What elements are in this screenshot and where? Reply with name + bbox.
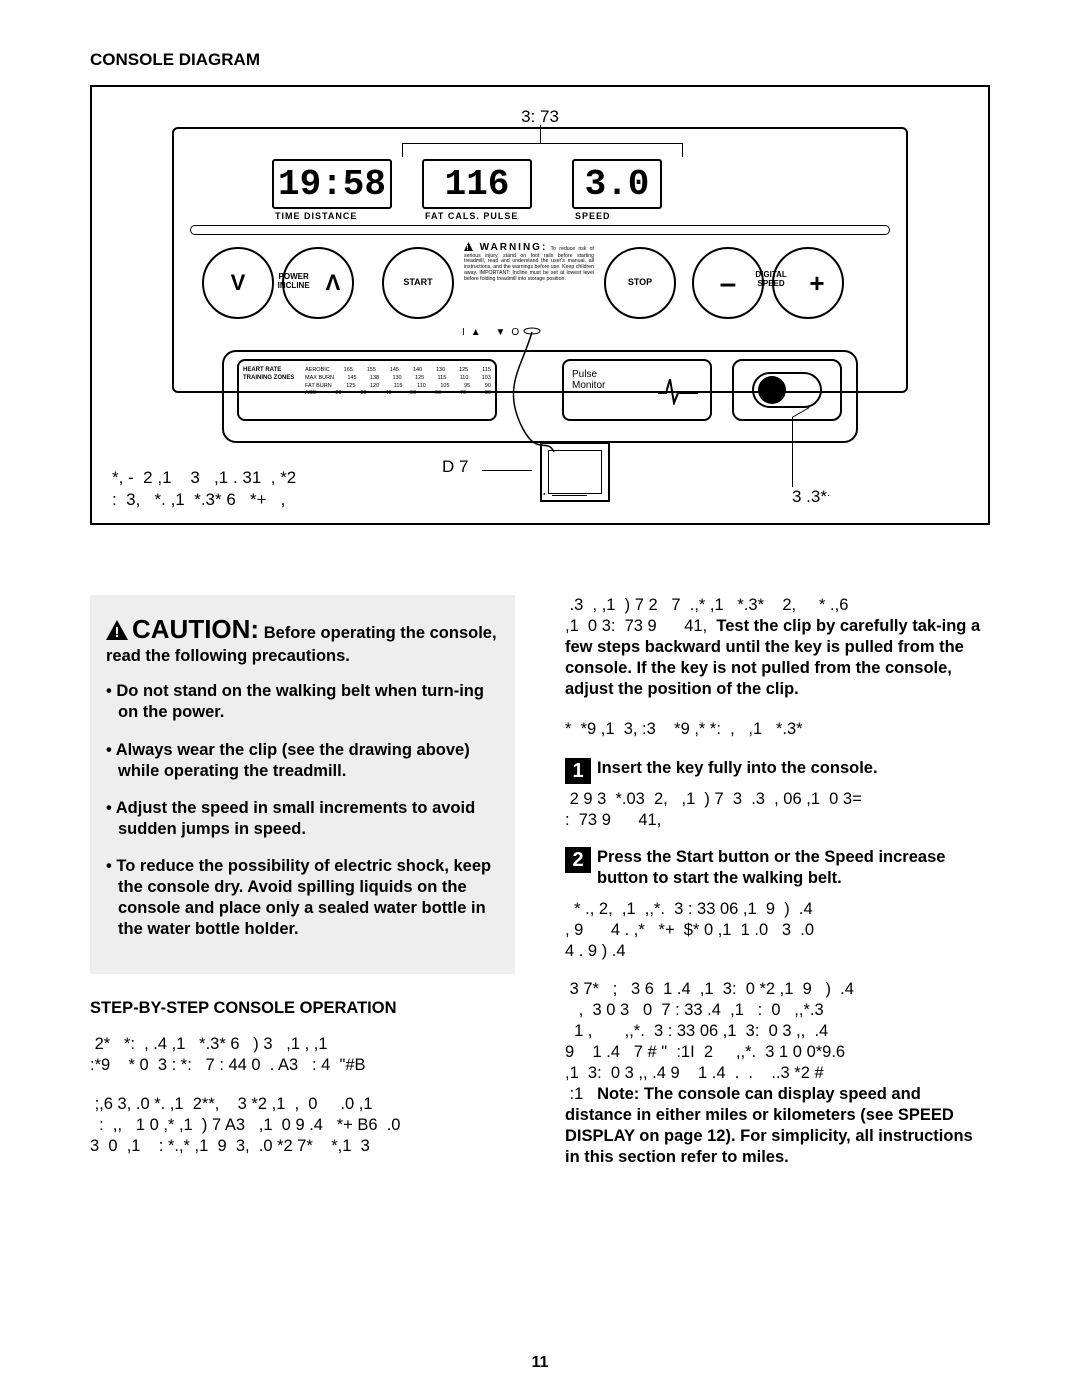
caution-bullet: Always wear the clip (see the drawing ab… [106, 740, 499, 782]
caution-word: CAUTION: [132, 614, 259, 644]
console-diagram: 3: 73 19:58 116 3.0 TIME DISTANCE FAT CA… [90, 85, 990, 525]
callout-left: *, - 2 ,1 3 ,1 . 31 , *2 : 3, *. ,1 *.3*… [112, 467, 432, 511]
caution-bullet: To reduce the possibility of electric sh… [106, 856, 499, 940]
lcd1-label: TIME DISTANCE [275, 211, 357, 221]
warning-triangle-icon: ! [106, 620, 128, 646]
step-1: 1 Insert the key fully into the console.… [565, 758, 990, 831]
warning-text: ! WARNING: To reduce risk of serious inj… [464, 242, 594, 320]
clip-inner [548, 450, 602, 494]
caution-bullets: Do not stand on the walking belt when tu… [106, 681, 499, 940]
power-switch[interactable] [732, 359, 842, 421]
caution-box: !CAUTION: Before operating the console, … [90, 595, 515, 974]
svg-text:!: ! [115, 624, 120, 640]
caution-bullet: Adjust the speed in small increments to … [106, 798, 499, 840]
left-para-2: ;,6 3, .0 *. ,1 2**, 3 *2 ,1 , 0 .0 ,1 :… [90, 1094, 515, 1157]
pulse-wave-icon [658, 375, 698, 405]
lcd-speed: 3.0 [572, 159, 662, 209]
right-para-2: * *9 ,1 3, :3 *9 ,* *: , ,1 *.3* [565, 719, 990, 740]
stop-button[interactable]: STOP [604, 247, 676, 319]
right-para-1: .3 , ,1 ) 7 2 7 .,* ,1 *.3* 2, * .,6 ,1 … [565, 595, 990, 701]
displays-callout: 3: 73 [521, 107, 559, 127]
step-by-step-heading: STEP-BY-STEP CONSOLE OPERATION [90, 998, 515, 1019]
page-number: 11 [532, 1354, 549, 1372]
svg-text:!: ! [466, 245, 470, 251]
lcd-time-distance: 19:58 [272, 159, 392, 209]
lcd-fat-cals-pulse: 116 [422, 159, 532, 209]
lcd3-label: SPEED [575, 211, 611, 221]
lcd2-label: FAT CALS. PULSE [425, 211, 518, 221]
caution-bullet: Do not stand on the walking belt when tu… [106, 681, 499, 723]
step-number-icon: 1 [565, 758, 591, 784]
step-2: 2 Press the Start button or the Speed in… [565, 847, 990, 1169]
start-button[interactable]: START [382, 247, 454, 319]
callout-clip: : [542, 487, 547, 507]
heart-rate-table: HEART RATEAEROBIC165155145140130125115 T… [237, 359, 497, 421]
left-column: !CAUTION: Before operating the console, … [90, 595, 515, 1185]
callout-key: D 7 [442, 457, 468, 477]
right-column: .3 , ,1 ) 7 2 7 .,* ,1 *.3* 2, * .,6 ,1 … [565, 595, 990, 1185]
step-number-icon: 2 [565, 847, 591, 873]
speed-down-button[interactable]: – [692, 247, 764, 319]
console-track [190, 225, 890, 235]
speed-up-button[interactable]: DIGITAL SPEED+ [772, 247, 844, 319]
section-title: CONSOLE DIAGRAM [90, 50, 990, 70]
incline-down-button[interactable]: V [202, 247, 274, 319]
incline-up-button[interactable]: POWER INCLINEΛ [282, 247, 354, 319]
callout-switch: 3 .3* [792, 487, 827, 507]
left-para-1: 2* *: , .4 ,1 *.3* 6 ) 3 ,1 , ,1 :*9 * 0… [90, 1034, 515, 1076]
